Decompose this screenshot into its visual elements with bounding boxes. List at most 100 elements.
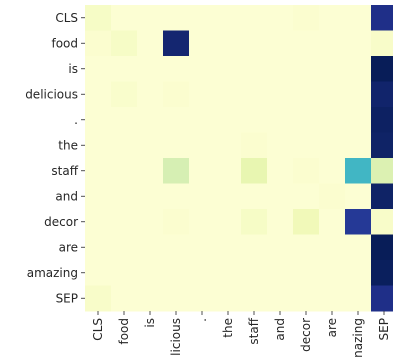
- heatmap-cell-3-11: [371, 81, 393, 108]
- heatmap-cell-11-1: [111, 285, 138, 312]
- column-tick-label: the: [221, 318, 235, 338]
- heatmap-cell-10-7: [267, 260, 294, 286]
- heatmap-cell-4-6: [241, 107, 268, 133]
- heatmap-cell-1-11: [371, 30, 393, 57]
- heatmap-cell-8-3: [163, 209, 190, 235]
- heatmap-cell-7-9: [319, 183, 346, 210]
- heatmap-cell-2-3: [163, 56, 190, 82]
- heatmap-cell-3-10: [345, 81, 372, 108]
- heatmap-cell-6-7: [267, 158, 294, 184]
- row-tick-label: SEP: [56, 291, 78, 305]
- heatmap-cell-7-0: [85, 183, 112, 210]
- heatmap-cell-9-10: [345, 234, 372, 261]
- heatmap-cell-3-2: [137, 81, 164, 108]
- heatmap-cells: [85, 5, 393, 312]
- heatmap-cell-9-5: [215, 234, 242, 261]
- heatmap-cell-11-11: [371, 285, 393, 312]
- heatmap-cell-11-2: [137, 285, 164, 312]
- heatmap-cell-3-6: [241, 81, 268, 108]
- heatmap-cell-1-9: [319, 30, 346, 57]
- heatmap-cell-10-11: [371, 260, 393, 286]
- heatmap-cell-6-8: [293, 158, 320, 184]
- heatmap-cell-2-7: [267, 56, 294, 82]
- heatmap-cell-3-4: [189, 81, 216, 108]
- heatmap-cell-0-11: [371, 5, 393, 31]
- heatmap-cell-9-6: [241, 234, 268, 261]
- heatmap-cell-8-0: [85, 209, 112, 235]
- heatmap-cell-10-3: [163, 260, 190, 286]
- heatmap-cell-5-6: [241, 132, 268, 159]
- row-tick-label: and: [55, 189, 78, 203]
- heatmap-cell-4-2: [137, 107, 164, 133]
- heatmap-cell-6-10: [345, 158, 372, 184]
- heatmap-cell-10-0: [85, 260, 112, 286]
- heatmap-cell-3-9: [319, 81, 346, 108]
- heatmap-cell-7-6: [241, 183, 268, 210]
- heatmap-cell-7-10: [345, 183, 372, 210]
- heatmap-cell-11-9: [319, 285, 346, 312]
- column-tick-label: food: [117, 318, 131, 345]
- heatmap-cell-3-7: [267, 81, 294, 108]
- heatmap-cell-7-5: [215, 183, 242, 210]
- heatmap-cell-5-8: [293, 132, 320, 159]
- heatmap-cell-3-1: [111, 81, 138, 108]
- heatmap-cell-1-5: [215, 30, 242, 57]
- heatmap-cell-8-5: [215, 209, 242, 235]
- heatmap-cell-1-10: [345, 30, 372, 57]
- heatmap-cell-7-8: [293, 183, 320, 210]
- heatmap-cell-5-5: [215, 132, 242, 159]
- heatmap-cell-0-6: [241, 5, 268, 31]
- column-tick-labels: CLS food is licious. the staff and decor are nazi…: [91, 311, 391, 358]
- heatmap-cell-4-5: [215, 107, 242, 133]
- row-tick-label: the: [58, 138, 78, 152]
- heatmap-cell-2-2: [137, 56, 164, 82]
- heatmap-cell-10-4: [189, 260, 216, 286]
- heatmap-cell-0-3: [163, 5, 190, 31]
- heatmap-cell-11-8: [293, 285, 320, 312]
- heatmap-cell-9-9: [319, 234, 346, 261]
- heatmap-cell-2-5: [215, 56, 242, 82]
- heatmap-cell-11-5: [215, 285, 242, 312]
- heatmap-cell-9-7: [267, 234, 294, 261]
- heatmap-cell-2-9: [319, 56, 346, 82]
- heatmap-cell-4-3: [163, 107, 190, 133]
- column-tick-label: .: [195, 318, 209, 322]
- heatmap-cell-10-8: [293, 260, 320, 286]
- heatmap-cell-8-10: [345, 209, 372, 235]
- heatmap-cell-10-10: [345, 260, 372, 286]
- heatmap-cell-3-8: [293, 81, 320, 108]
- column-tick-label: is: [143, 318, 157, 328]
- heatmap-cell-2-1: [111, 56, 138, 82]
- column-tick-label: are: [325, 318, 339, 337]
- heatmap-cell-9-2: [137, 234, 164, 261]
- heatmap-cell-2-10: [345, 56, 372, 82]
- heatmap-cell-4-10: [345, 107, 372, 133]
- heatmap-cell-7-7: [267, 183, 294, 210]
- heatmap-cell-7-11: [371, 183, 393, 210]
- heatmap-cell-11-3: [163, 285, 190, 312]
- heatmap-cell-8-6: [241, 209, 268, 235]
- heatmap-cell-0-10: [345, 5, 372, 31]
- row-tick-label: is: [68, 62, 78, 76]
- heatmap-cell-4-9: [319, 107, 346, 133]
- heatmap-cell-5-4: [189, 132, 216, 159]
- heatmap-cell-9-8: [293, 234, 320, 261]
- heatmap-cell-5-9: [319, 132, 346, 159]
- heatmap-cell-0-1: [111, 5, 138, 31]
- heatmap-cell-1-2: [137, 30, 164, 57]
- heatmap-cell-1-1: [111, 30, 138, 57]
- heatmap-cell-6-3: [163, 158, 190, 184]
- heatmap-cell-11-10: [345, 285, 372, 312]
- heatmap-cell-7-3: [163, 183, 190, 210]
- heatmap-cell-4-4: [189, 107, 216, 133]
- heatmap-cell-4-11: [371, 107, 393, 133]
- heatmap-cell-1-0: [85, 30, 112, 57]
- heatmap-cell-5-3: [163, 132, 190, 159]
- heatmap-cell-5-1: [111, 132, 138, 159]
- heatmap-cell-2-11: [371, 56, 393, 82]
- heatmap-cell-5-0: [85, 132, 112, 159]
- heatmap-cell-8-7: [267, 209, 294, 235]
- heatmap-cell-8-8: [293, 209, 320, 235]
- heatmap-cell-6-6: [241, 158, 268, 184]
- row-tick-label: delicious: [25, 87, 78, 101]
